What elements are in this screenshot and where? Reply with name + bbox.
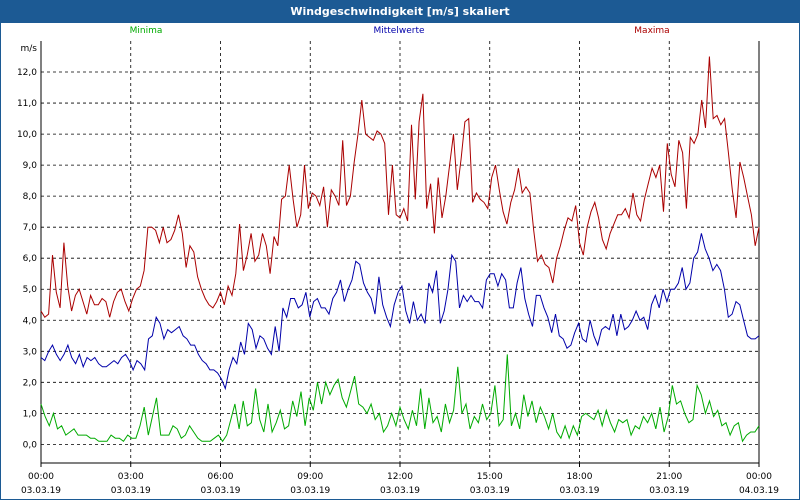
legend-maxima: Maxima <box>634 26 669 36</box>
y-tick-label: 7,0 <box>23 223 38 233</box>
series-line-maxima <box>40 56 760 318</box>
x-tick-time: 00:00 <box>28 472 54 482</box>
x-tick-date: 03.03.19 <box>111 486 151 496</box>
x-axis-ticks: 00:00 03.03.19 03:00 03.03.19 06:00 03.03.19 0… <box>21 463 779 496</box>
x-tick-time: 12:00 <box>387 472 413 482</box>
y-axis-ticks: 0,0 1,0 2,0 3,0 4,0 5,0 6,0 7,0 8,0 9,0 10,0 11,0 12… <box>17 44 37 450</box>
window-title: Windgeschwindigkeit [m/s] skaliert <box>1 1 799 23</box>
y-tick-label: 10,0 <box>17 130 37 140</box>
x-tick-date: 04.03.19 <box>739 486 779 496</box>
y-tick-label: 11,0 <box>17 99 37 109</box>
y-tick-label: 8,0 <box>23 192 38 202</box>
x-tick-date: 03.03.19 <box>649 486 689 496</box>
y-tick-label: 9,0 <box>23 161 38 171</box>
x-tick-date: 03.03.19 <box>380 486 420 496</box>
y-tick-label: 12,0 <box>17 68 37 78</box>
y-tick-label: 6,0 <box>23 254 38 264</box>
x-tick-time: 09:00 <box>297 472 323 482</box>
y-tick-label: 2,0 <box>23 378 38 388</box>
legend-mittelwerte: Mittelwerte <box>373 26 424 36</box>
y-tick-label: 3,0 <box>23 347 38 357</box>
x-tick-date: 03.03.19 <box>200 486 240 496</box>
x-tick-time: 18:00 <box>567 472 593 482</box>
series-lines <box>40 56 760 443</box>
x-tick-date: 03.03.19 <box>21 486 61 496</box>
wind-speed-chart: 0,0 1,0 2,0 3,0 4,0 5,0 6,0 7,0 8,0 9,0 10,0 11,0 12… <box>17 26 779 496</box>
y-tick-label: 5,0 <box>23 285 38 295</box>
x-tick-time: 06:00 <box>208 472 234 482</box>
y-tick-label: 0,0 <box>23 440 38 450</box>
series-line-mittelwerte <box>40 233 760 391</box>
x-tick-time: 00:00 <box>746 472 772 482</box>
x-tick-time: 03:00 <box>118 472 144 482</box>
grid <box>41 41 759 463</box>
x-tick-date: 03.03.19 <box>559 486 599 496</box>
x-tick-time: 21:00 <box>656 472 682 482</box>
legend: Minima Mittelwerte Maxima <box>130 26 670 36</box>
x-tick-date: 03.03.19 <box>290 486 330 496</box>
y-tick-label: 1,0 <box>23 409 38 419</box>
series-line-minima <box>40 354 760 443</box>
legend-minima: Minima <box>130 26 163 36</box>
x-tick-date: 03.03.19 <box>470 486 510 496</box>
x-tick-time: 15:00 <box>477 472 503 482</box>
y-tick-label: 4,0 <box>23 316 38 326</box>
y-axis-unit: m/s <box>21 44 38 54</box>
